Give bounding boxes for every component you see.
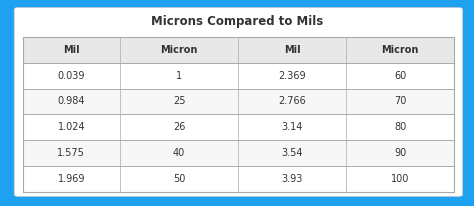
FancyBboxPatch shape (14, 8, 463, 196)
Text: 1: 1 (176, 71, 182, 81)
Text: 60: 60 (394, 71, 406, 81)
Text: 80: 80 (394, 122, 406, 132)
Text: 90: 90 (394, 148, 406, 158)
Text: 70: 70 (394, 96, 406, 107)
Text: 0.984: 0.984 (57, 96, 85, 107)
Text: 100: 100 (391, 174, 410, 184)
Text: 26: 26 (173, 122, 185, 132)
Text: 2.766: 2.766 (278, 96, 306, 107)
Text: 25: 25 (173, 96, 185, 107)
Text: Microns Compared to Mils: Microns Compared to Mils (151, 15, 323, 28)
Text: 1.575: 1.575 (57, 148, 85, 158)
Text: 1.969: 1.969 (57, 174, 85, 184)
Bar (23, 114, 454, 140)
Text: 2.369: 2.369 (279, 71, 306, 81)
Bar (23, 63, 454, 89)
Bar (23, 37, 454, 192)
Text: 3.54: 3.54 (282, 148, 303, 158)
Text: Micron: Micron (160, 45, 198, 55)
Text: Micron: Micron (382, 45, 419, 55)
Text: 3.93: 3.93 (282, 174, 303, 184)
Bar (23, 140, 454, 166)
Text: 40: 40 (173, 148, 185, 158)
Text: 3.14: 3.14 (282, 122, 303, 132)
Bar (23, 89, 454, 114)
Text: 1.024: 1.024 (57, 122, 85, 132)
Text: Mil: Mil (284, 45, 301, 55)
Bar (23, 37, 454, 63)
Bar (23, 166, 454, 192)
Text: Mil: Mil (63, 45, 80, 55)
Text: 50: 50 (173, 174, 185, 184)
Text: 0.039: 0.039 (57, 71, 85, 81)
